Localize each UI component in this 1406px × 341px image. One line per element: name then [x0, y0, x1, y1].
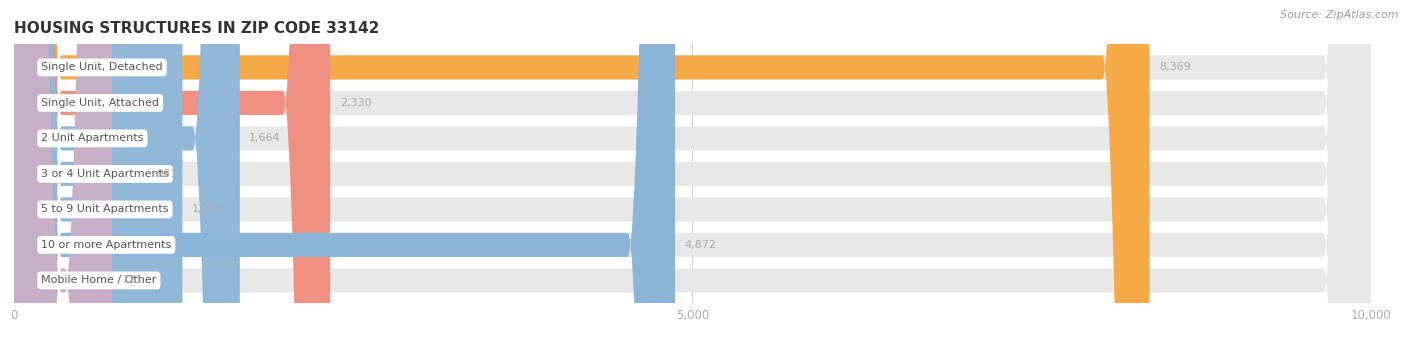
- Text: HOUSING STRUCTURES IN ZIP CODE 33142: HOUSING STRUCTURES IN ZIP CODE 33142: [14, 21, 380, 36]
- FancyBboxPatch shape: [14, 0, 330, 341]
- FancyBboxPatch shape: [14, 0, 183, 341]
- Text: Source: ZipAtlas.com: Source: ZipAtlas.com: [1281, 10, 1399, 20]
- Text: 5 to 9 Unit Apartments: 5 to 9 Unit Apartments: [41, 204, 169, 214]
- Text: 721: 721: [121, 276, 142, 285]
- FancyBboxPatch shape: [14, 0, 1371, 341]
- Text: Mobile Home / Other: Mobile Home / Other: [41, 276, 156, 285]
- Text: 1,664: 1,664: [249, 133, 281, 144]
- Text: 981: 981: [156, 169, 179, 179]
- Text: 8,369: 8,369: [1159, 62, 1191, 72]
- Text: 3 or 4 Unit Apartments: 3 or 4 Unit Apartments: [41, 169, 169, 179]
- FancyBboxPatch shape: [14, 0, 240, 341]
- Text: 2,330: 2,330: [340, 98, 371, 108]
- Text: 1,241: 1,241: [193, 204, 224, 214]
- FancyBboxPatch shape: [14, 0, 1371, 341]
- Text: Single Unit, Attached: Single Unit, Attached: [41, 98, 159, 108]
- FancyBboxPatch shape: [14, 0, 1150, 341]
- FancyBboxPatch shape: [14, 0, 1371, 341]
- FancyBboxPatch shape: [14, 0, 1371, 341]
- FancyBboxPatch shape: [14, 0, 1371, 341]
- FancyBboxPatch shape: [14, 0, 148, 341]
- FancyBboxPatch shape: [14, 0, 112, 341]
- FancyBboxPatch shape: [14, 0, 1371, 341]
- FancyBboxPatch shape: [14, 0, 1371, 341]
- Text: 10 or more Apartments: 10 or more Apartments: [41, 240, 172, 250]
- FancyBboxPatch shape: [14, 0, 675, 341]
- Text: 2 Unit Apartments: 2 Unit Apartments: [41, 133, 143, 144]
- Text: Single Unit, Detached: Single Unit, Detached: [41, 62, 163, 72]
- Text: 4,872: 4,872: [685, 240, 717, 250]
